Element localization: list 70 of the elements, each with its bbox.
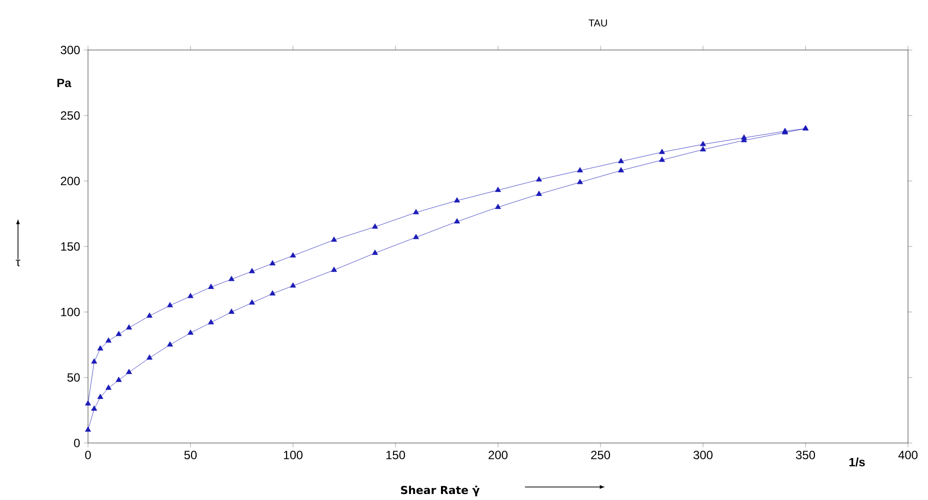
- y-tick-label: 150: [61, 242, 80, 251]
- point: [741, 134, 747, 140]
- x-tick-label: 50: [184, 450, 197, 460]
- point: [91, 358, 98, 364]
- point: [208, 319, 214, 324]
- point: [577, 167, 583, 173]
- point: [454, 197, 460, 203]
- point: [167, 342, 173, 347]
- point: [116, 331, 122, 336]
- point: [167, 302, 173, 308]
- point: [91, 406, 98, 411]
- point: [126, 324, 132, 330]
- point: [249, 268, 255, 274]
- point: [290, 282, 296, 288]
- y-tick-label: 250: [60, 111, 80, 120]
- y-tick-label: 100: [61, 308, 80, 316]
- point: [495, 186, 501, 192]
- point: [618, 158, 624, 164]
- x-tick-label: 150: [386, 450, 406, 460]
- point: [413, 234, 419, 240]
- point: [372, 224, 378, 229]
- y-axis-title: τ: [16, 260, 20, 266]
- y-tick-label: 0: [74, 438, 80, 448]
- y-tick-label: 200: [60, 176, 80, 186]
- point: [188, 293, 194, 298]
- x-tick-label: 0: [85, 450, 91, 460]
- x-tick-label: 400: [898, 450, 918, 460]
- point: [536, 190, 542, 196]
- y-tick-label: 50: [67, 373, 80, 382]
- point: [97, 394, 104, 400]
- point: [454, 218, 460, 224]
- point: [700, 141, 706, 146]
- y-tick-label: 300: [60, 46, 80, 54]
- point: [618, 167, 624, 173]
- point: [116, 376, 122, 382]
- point: [228, 308, 234, 314]
- point: [270, 290, 276, 296]
- x-axis-title: Shear Rate γ̇: [401, 486, 480, 496]
- text: 1/s: [849, 458, 865, 467]
- point: [331, 266, 337, 272]
- point: [126, 369, 132, 374]
- text: Pa: [57, 79, 72, 88]
- point: [188, 330, 194, 335]
- chart-title: TAU: [588, 20, 607, 27]
- point: [208, 284, 214, 290]
- point: [495, 204, 501, 210]
- point: [331, 236, 337, 242]
- x-tick-label: 250: [591, 450, 610, 460]
- point: [85, 400, 91, 406]
- point: [270, 260, 276, 266]
- point: [146, 354, 152, 360]
- point: [290, 252, 296, 258]
- point: [577, 179, 583, 184]
- point: [85, 426, 91, 432]
- point: [106, 384, 112, 390]
- point: [659, 148, 665, 154]
- point: [106, 338, 112, 343]
- point: [228, 276, 234, 282]
- point: [413, 209, 419, 214]
- x-tick-label: 350: [796, 450, 816, 460]
- x-tick-label: 100: [284, 450, 303, 460]
- point: [97, 345, 104, 351]
- x-tick-label: 300: [693, 450, 713, 460]
- point: [700, 146, 706, 152]
- point: [536, 176, 542, 182]
- point: [659, 156, 665, 162]
- point: [249, 300, 255, 305]
- x-tick-label: 200: [488, 450, 508, 460]
- point: [146, 312, 152, 318]
- point: [372, 250, 378, 256]
